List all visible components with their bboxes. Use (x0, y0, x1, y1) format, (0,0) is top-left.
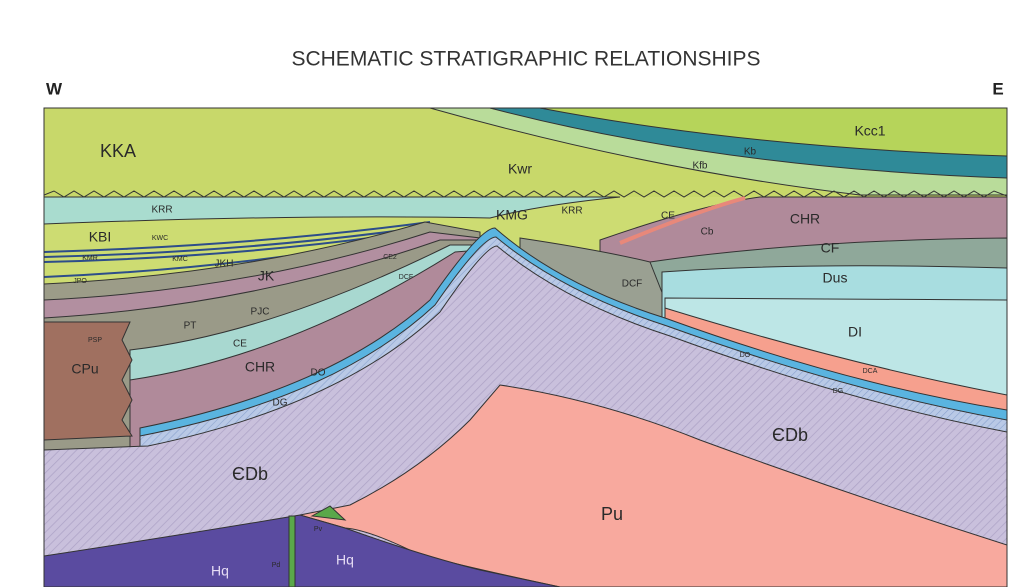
unit-label: KBI (89, 229, 112, 245)
west-label: W (46, 79, 63, 98)
unit-label: JKH (215, 259, 234, 270)
unit-label: PSP (88, 337, 102, 344)
unit-label: Pu (601, 504, 623, 524)
unit-label: DO (311, 368, 326, 379)
unit-label: Cb (701, 227, 714, 238)
unit-label: Kb (744, 147, 757, 158)
unit-label: KRR (561, 206, 582, 217)
layers (44, 108, 1007, 587)
unit-label: CPu (71, 361, 98, 377)
unit-label: JPO (73, 278, 87, 285)
unit-label: Hq (336, 552, 354, 568)
unit-label: KMG (496, 207, 528, 223)
unit-label: CE (233, 339, 247, 350)
unit-label: CHR (790, 211, 820, 227)
unit-label: CE (661, 211, 675, 222)
unit-label: DG (273, 398, 288, 409)
stratigraphic-diagram: SCHEMATIC STRATIGRAPHIC RELATIONSHIPS W … (0, 0, 1013, 587)
unit-label: Hq (211, 563, 229, 579)
title: SCHEMATIC STRATIGRAPHIC RELATIONSHIPS (291, 48, 760, 71)
unit-label: KMC (172, 256, 188, 263)
unit-label: DI (848, 324, 862, 340)
unit-label: DO (740, 352, 751, 359)
unit-label: ЄDb (232, 464, 268, 484)
unit-label: Dus (823, 270, 848, 286)
unit-label: CE2 (383, 254, 397, 261)
layer-pd (289, 516, 295, 587)
unit-label: Pd (272, 562, 281, 569)
unit-label: PJC (251, 307, 270, 318)
unit-label: DCF (399, 274, 413, 281)
unit-label: DG (833, 388, 844, 395)
unit-label: Kfb (692, 161, 707, 172)
unit-label: KKA (100, 141, 136, 161)
unit-label: Pv (314, 526, 323, 533)
unit-label: KRR (151, 205, 172, 216)
unit-label: Kwr (508, 161, 532, 177)
unit-label: Kcc1 (854, 123, 885, 139)
unit-label: CF (821, 240, 840, 256)
unit-label: JK (258, 268, 275, 284)
unit-label: DCA (863, 368, 878, 375)
unit-label: KMR (82, 255, 98, 262)
unit-label: CHR (245, 359, 275, 375)
unit-label: KWC (152, 235, 168, 242)
unit-label: DCF (622, 279, 643, 290)
unit-label: PT (184, 321, 197, 332)
east-label: E (992, 79, 1003, 98)
unit-label: ЄDb (772, 425, 808, 445)
